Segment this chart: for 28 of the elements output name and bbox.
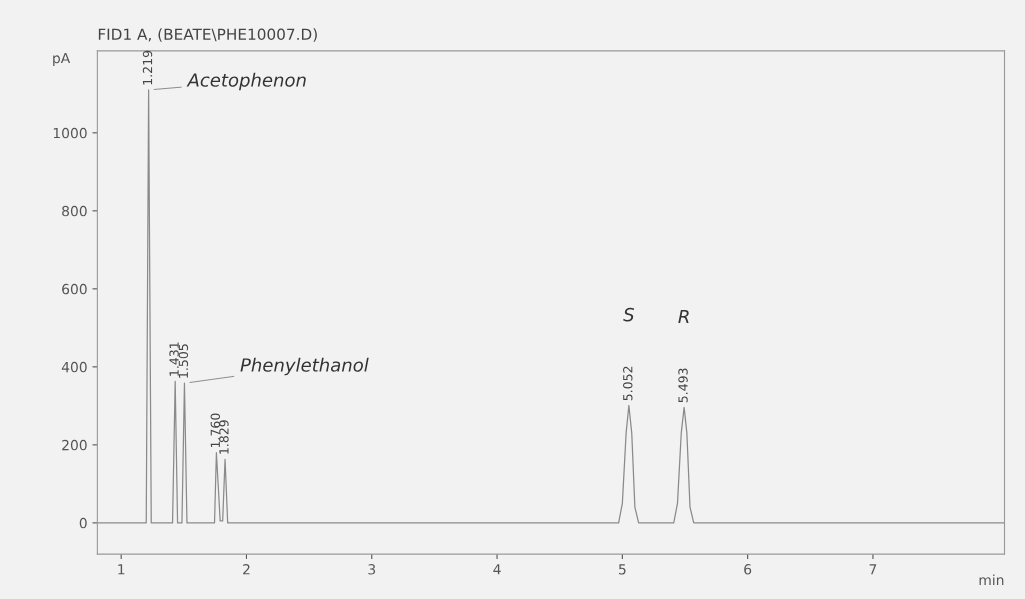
x-tick-label: 6 [744, 564, 752, 575]
annotation: Phenylethanol [240, 357, 369, 376]
annotation: 1.829 [219, 420, 229, 454]
annotation: Acetophenon [186, 72, 306, 91]
x-tick-label: 3 [368, 564, 376, 575]
y-tick-label: 400 [61, 361, 87, 373]
annotation: R [678, 309, 689, 324]
annotation: 1.505 [178, 344, 189, 378]
annotation: 1.431 [169, 342, 179, 376]
y-axis-title: pA [53, 53, 71, 67]
y-tick-label: 0 [79, 517, 87, 529]
chart-title: FID1 A, (BEATE\PHE10007.D) [98, 28, 317, 42]
annotation: 1.219 [142, 50, 153, 85]
x-tick-label: 5 [619, 564, 626, 575]
y-tick-label: 1000 [53, 127, 87, 139]
y-tick-label: 200 [62, 439, 87, 451]
x-tick-label: 1 [118, 564, 125, 575]
annotation: S [623, 307, 635, 322]
y-tick-label: 600 [62, 283, 87, 295]
annotation: 5.493 [678, 368, 688, 403]
x-tick-label: 4 [493, 564, 501, 575]
line-series [97, 89, 1005, 524]
x-tick-label: 7 [869, 564, 877, 575]
annotation: 1.760 [210, 413, 221, 448]
x-axis-title: min [979, 574, 1004, 586]
y-tick-label: 800 [62, 205, 87, 217]
x-tick-label: 2 [243, 564, 250, 575]
annotation: 5.052 [623, 366, 633, 401]
